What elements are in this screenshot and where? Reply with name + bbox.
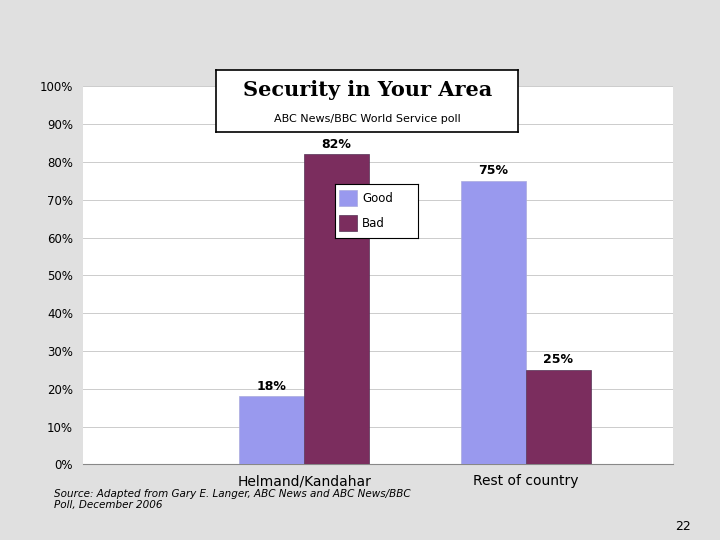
Text: Bad: Bad: [362, 217, 385, 230]
Bar: [304, 154, 369, 464]
Text: 22: 22: [675, 520, 691, 534]
Bar: [526, 370, 590, 464]
Text: Security in Your Area: Security in Your Area: [243, 80, 492, 100]
Text: 25%: 25%: [543, 353, 573, 366]
Text: 18%: 18%: [257, 380, 287, 393]
FancyBboxPatch shape: [339, 215, 357, 231]
Text: Good: Good: [362, 192, 393, 205]
Text: Source: Adapted from Gary E. Langer, ABC News and ABC News/BBC
Poll, December 20: Source: Adapted from Gary E. Langer, ABC…: [54, 489, 410, 510]
Text: ABC News/BBC World Service poll: ABC News/BBC World Service poll: [274, 113, 461, 124]
FancyBboxPatch shape: [339, 190, 357, 206]
Bar: [461, 181, 526, 464]
Bar: [239, 396, 304, 464]
Text: 82%: 82%: [322, 138, 351, 151]
Text: 75%: 75%: [478, 164, 508, 177]
